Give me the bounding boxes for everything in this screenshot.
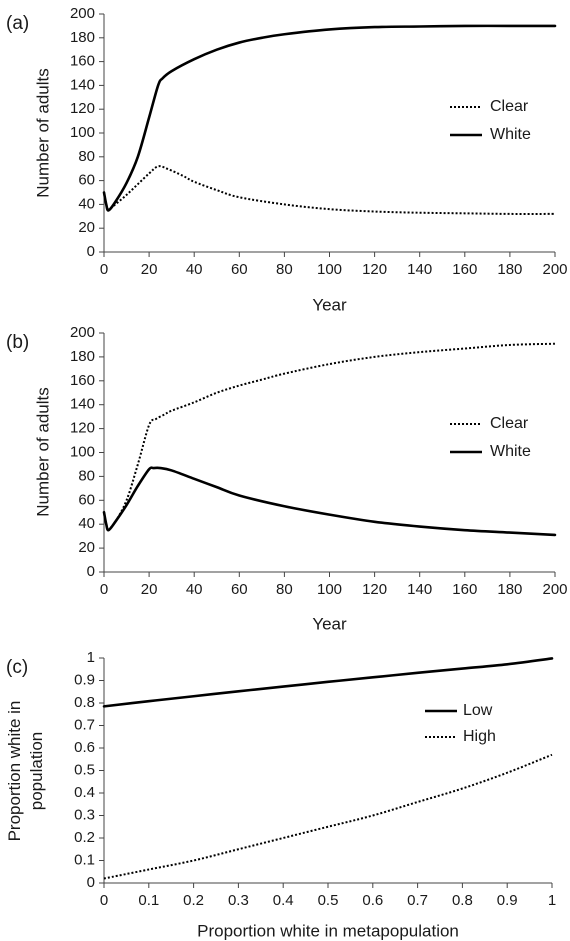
y-tick-label: 20 xyxy=(78,219,95,236)
x-tick-label: 20 xyxy=(141,261,158,278)
x-tick-label: 160 xyxy=(452,581,477,598)
x-axis-title: Year xyxy=(312,614,347,633)
x-tick-label: 20 xyxy=(141,581,158,598)
legend-label-low: Low xyxy=(463,702,493,719)
y-tick-label: 0.5 xyxy=(74,761,95,778)
legend-label-clear: Clear xyxy=(490,415,529,432)
x-tick-label: 200 xyxy=(542,261,567,278)
x-tick-label: 160 xyxy=(452,261,477,278)
x-tick-label: 120 xyxy=(362,581,387,598)
y-axis-title: Proportion white in population xyxy=(5,701,46,842)
y-tick-label: 120 xyxy=(70,420,95,437)
x-tick-label: 0 xyxy=(100,261,108,278)
x-tick-label: 60 xyxy=(231,261,248,278)
y-tick-label: 160 xyxy=(70,53,95,70)
y-tick-label: 80 xyxy=(78,467,95,484)
y-tick-label: 80 xyxy=(78,148,95,165)
x-tick-label: 0.8 xyxy=(452,892,473,909)
y-tick-label: 20 xyxy=(78,539,95,556)
y-tick-label: 0 xyxy=(87,874,95,891)
y-tick-label: 0.9 xyxy=(74,671,95,688)
panel-label: (a) xyxy=(6,13,29,34)
series-line-white xyxy=(102,466,557,537)
x-tick-label: 80 xyxy=(276,581,293,598)
series-line-high xyxy=(103,753,553,880)
y-axis-title: Number of adults xyxy=(33,387,52,516)
x-tick-label: 100 xyxy=(317,261,342,278)
series-line-clear xyxy=(103,342,556,531)
y-tick-label: 140 xyxy=(70,396,95,413)
y-tick-label: 180 xyxy=(70,29,95,46)
y-tick-label: 60 xyxy=(78,172,95,189)
y-tick-label: 60 xyxy=(78,491,95,508)
legend-label-clear: Clear xyxy=(490,98,529,115)
x-tick-label: 0.2 xyxy=(183,892,204,909)
x-tick-label: 0.7 xyxy=(407,892,428,909)
x-tick-label: 0 xyxy=(100,581,108,598)
y-tick-label: 180 xyxy=(70,348,95,365)
x-axis-title: Proportion white in metapopulation xyxy=(197,921,459,940)
y-tick-label: 0 xyxy=(87,243,95,260)
x-tick-label: 0 xyxy=(100,892,108,909)
y-tick-label: 200 xyxy=(70,324,95,341)
panel-label: (c) xyxy=(6,657,28,678)
x-tick-label: 0.3 xyxy=(228,892,249,909)
x-tick-label: 0.1 xyxy=(138,892,159,909)
legend-label-white: White xyxy=(490,443,531,460)
panel-label: (b) xyxy=(6,332,29,353)
y-tick-label: 0.2 xyxy=(74,829,95,846)
y-tick-label: 200 xyxy=(70,5,95,22)
y-tick-label: 1 xyxy=(87,649,95,666)
y-tick-label: 0 xyxy=(87,563,95,580)
x-tick-label: 1 xyxy=(548,892,556,909)
y-tick-label: 160 xyxy=(70,372,95,389)
series-line-white xyxy=(102,24,557,212)
legend-label-high: High xyxy=(463,728,496,745)
y-tick-label: 0.4 xyxy=(74,784,95,801)
x-axis-title: Year xyxy=(312,295,347,314)
y-axis-title: Number of adults xyxy=(33,68,52,197)
x-tick-label: 40 xyxy=(186,261,203,278)
y-tick-label: 120 xyxy=(70,100,95,117)
x-tick-label: 40 xyxy=(186,581,203,598)
x-tick-label: 0.5 xyxy=(318,892,339,909)
x-tick-label: 0.9 xyxy=(497,892,518,909)
x-tick-label: 120 xyxy=(362,261,387,278)
y-tick-label: 140 xyxy=(70,76,95,93)
y-tick-label: 40 xyxy=(78,195,95,212)
series-line-low xyxy=(102,657,554,708)
x-tick-label: 200 xyxy=(542,581,567,598)
x-tick-label: 180 xyxy=(497,261,522,278)
y-tick-label: 0.1 xyxy=(74,851,95,868)
x-tick-label: 180 xyxy=(497,581,522,598)
x-tick-label: 60 xyxy=(231,581,248,598)
y-tick-label: 40 xyxy=(78,515,95,532)
y-tick-label: 0.3 xyxy=(74,806,95,823)
x-tick-label: 0.4 xyxy=(273,892,294,909)
y-tick-label: 0.8 xyxy=(74,694,95,711)
x-tick-label: 100 xyxy=(317,581,342,598)
legend-label-white: White xyxy=(490,126,531,143)
x-tick-label: 80 xyxy=(276,261,293,278)
series-line-clear xyxy=(103,165,556,215)
x-tick-label: 140 xyxy=(407,581,432,598)
y-tick-label: 0.6 xyxy=(74,739,95,756)
x-tick-label: 140 xyxy=(407,261,432,278)
y-tick-label: 100 xyxy=(70,443,95,460)
y-tick-label: 100 xyxy=(70,124,95,141)
y-tick-label: 0.7 xyxy=(74,716,95,733)
x-tick-label: 0.6 xyxy=(362,892,383,909)
